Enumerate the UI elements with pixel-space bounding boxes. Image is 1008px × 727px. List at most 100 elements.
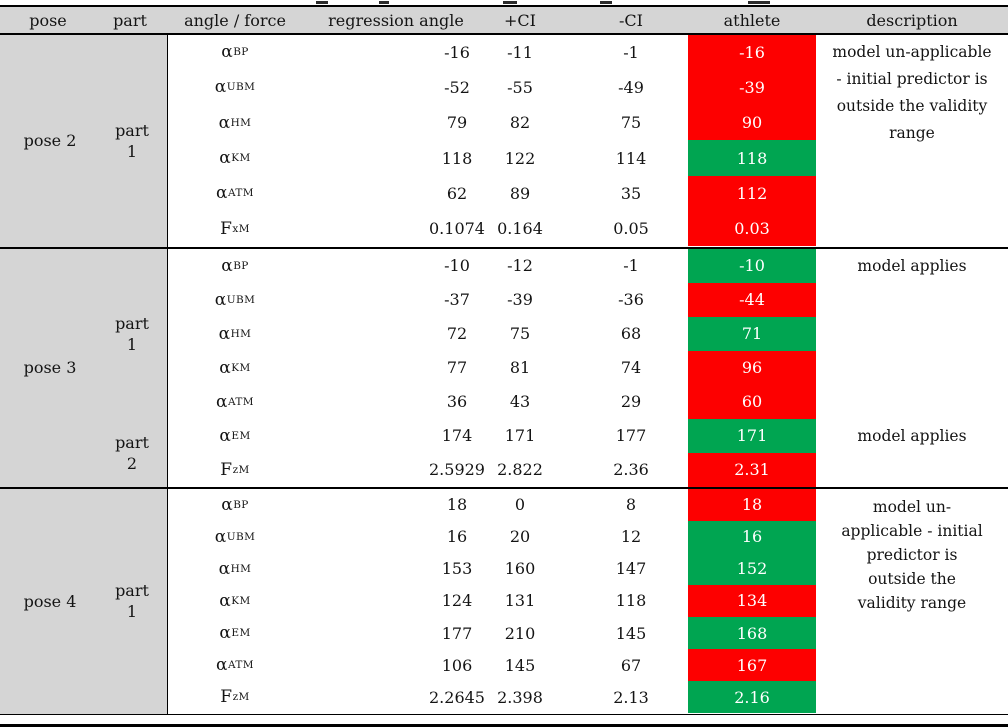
angle-force-label: α UBM: [167, 521, 303, 553]
regression-value: 174: [441, 426, 473, 445]
athlete-value: 16: [688, 520, 816, 553]
header-regression-angle: regression angle: [328, 10, 464, 30]
plus-ci-value: 122: [504, 148, 536, 168]
minus-ci-value: 75: [620, 113, 642, 133]
plus-ci-value: 89: [509, 183, 531, 203]
regression-value: 2.5929: [429, 460, 485, 479]
athlete-value: -10: [688, 248, 816, 283]
clipped-text-fragment: [316, 1, 328, 4]
symbol: F: [220, 459, 233, 480]
athlete-value: 90: [688, 105, 816, 141]
angle-force-label: α UBM: [167, 70, 303, 105]
table-row: α KM 124 131 118 134: [0, 584, 1008, 618]
symbol: α: [219, 425, 231, 446]
header-divider: [0, 33, 1008, 35]
table-row: α UBM -52 -55 -49 -39: [0, 69, 1008, 106]
header-minus-ci: -CI: [619, 10, 643, 30]
symbol-subscript: EM: [231, 627, 251, 640]
clipped-text-fragment: [748, 1, 770, 4]
symbol: α: [214, 526, 227, 547]
athlete-value: 112: [688, 175, 816, 212]
table-row: α EM 174 171 177 171: [0, 418, 1008, 453]
regression-value: 118: [441, 148, 473, 168]
description-text: model applies: [857, 426, 967, 445]
header-part: part: [113, 10, 147, 30]
symbol-subscript: UBM: [226, 81, 256, 94]
plus-ci-value: 0.164: [497, 219, 543, 239]
plus-ci-value: 75: [509, 324, 531, 343]
symbol-subscript: HM: [230, 116, 252, 129]
table-bottom-border: [0, 724, 1008, 727]
symbol: F: [220, 687, 233, 708]
plus-ci-value: 131: [504, 591, 536, 611]
minus-ci-value: 147: [615, 559, 647, 579]
table-row: α ATM 36 43 29 60: [0, 384, 1008, 419]
athlete-value: 134: [688, 584, 816, 618]
table-row: α KM 118 122 114 118: [0, 140, 1008, 176]
section-pose-4: pose 4 part 1 α BP 18 0 8 18 α UBM 16 20 1…: [0, 488, 1008, 714]
minus-ci-value: -1: [623, 256, 639, 275]
regression-value: 18: [446, 495, 468, 515]
angle-force-label: α BP: [167, 35, 303, 70]
symbol-subscript: zM: [232, 463, 250, 476]
regression-value: 0.1074: [429, 219, 485, 239]
athlete-value: 2.31: [688, 452, 816, 487]
symbol: F: [220, 218, 232, 239]
symbol-subscript: KM: [231, 594, 251, 607]
table-row: α BP -16 -11 -1 -16: [0, 34, 1008, 70]
symbol: α: [218, 323, 231, 344]
minus-ci-value: 118: [615, 591, 647, 611]
table-row: α UBM 16 20 12 16: [0, 520, 1008, 553]
symbol: α: [216, 391, 228, 412]
minus-ci-value: 177: [615, 426, 647, 445]
regression-value: 124: [441, 591, 473, 611]
symbol-subscript: EM: [231, 429, 251, 442]
pose-label: pose 3: [23, 358, 77, 377]
athlete-value: 0.03: [688, 211, 816, 247]
regression-value: 177: [441, 623, 473, 643]
table-row: α KM 77 81 74 96: [0, 350, 1008, 385]
regression-value: -37: [444, 290, 470, 309]
regression-value: 79: [446, 113, 468, 133]
regression-value: -16: [444, 42, 470, 62]
symbol-subscript: HM: [230, 327, 252, 340]
table-row: α BP -10 -12 -1 -10: [0, 248, 1008, 283]
athlete-value: 2.16: [688, 681, 816, 714]
minus-ci-value: -49: [618, 77, 644, 97]
clipped-text-fragment: [600, 1, 612, 4]
symbol-subscript: zM: [232, 691, 250, 704]
table-header-row: pose part angle / force regression angle…: [0, 7, 1008, 33]
regression-value: 72: [446, 324, 468, 343]
minus-ci-value: 0.05: [613, 219, 649, 239]
symbol: α: [219, 590, 231, 611]
symbol: α: [214, 77, 227, 98]
minus-ci-value: 145: [615, 623, 647, 643]
angle-force-label: α KM: [167, 585, 303, 617]
header-athlete: athlete: [723, 10, 781, 30]
table-row: α ATM 106 145 67 167: [0, 649, 1008, 682]
table-row: α HM 72 75 68 71: [0, 316, 1008, 351]
athlete-value: 118: [688, 140, 816, 176]
angle-force-label: α BP: [167, 489, 303, 521]
plus-ci-value: 20: [509, 527, 531, 547]
athlete-value: 152: [688, 552, 816, 585]
regression-value: 16: [446, 527, 468, 547]
plus-ci-value: -39: [507, 290, 533, 309]
minus-ci-value: 68: [620, 324, 642, 343]
athlete-value: 60: [688, 384, 816, 419]
regression-value: 106: [441, 655, 473, 675]
table-row: α HM 153 160 147 152: [0, 552, 1008, 585]
minus-ci-value: 12: [620, 527, 642, 547]
athlete-value: 71: [688, 316, 816, 351]
symbol: α: [218, 112, 231, 133]
plus-ci-value: 82: [509, 113, 531, 133]
regression-value: 153: [441, 559, 473, 579]
description-text: model un- applicable - initial predictor…: [841, 497, 983, 612]
clipped-text-fragment: [379, 1, 389, 4]
symbol-subscript: ATM: [228, 659, 254, 672]
column-divider: [166, 33, 168, 715]
plus-ci-value: 210: [504, 623, 536, 643]
